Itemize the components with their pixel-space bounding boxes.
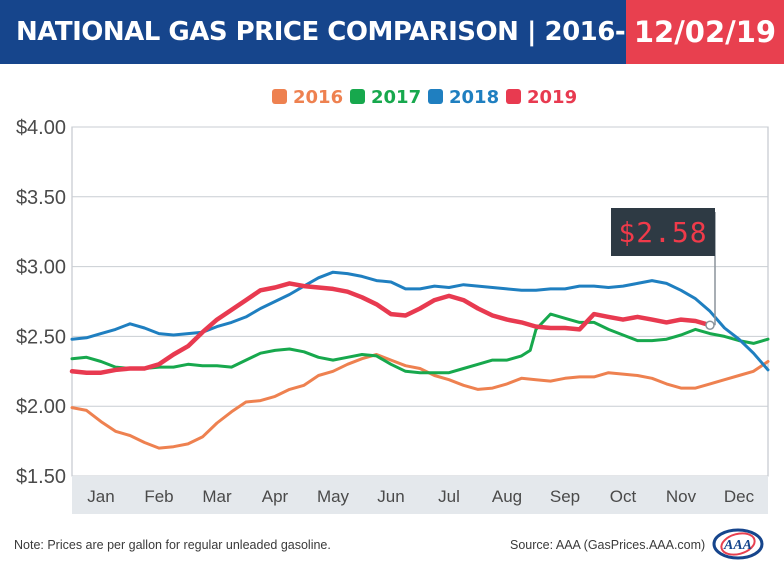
source-note: Source: AAA (GasPrices.AAA.com) bbox=[510, 538, 706, 552]
series-line-2016 bbox=[70, 353, 770, 450]
legend-swatch bbox=[506, 89, 521, 104]
x-tick-label: Sep bbox=[550, 487, 580, 506]
x-tick-label: Nov bbox=[666, 487, 697, 506]
x-tick-label: Apr bbox=[262, 487, 289, 506]
x-tick-label: Aug bbox=[492, 487, 522, 506]
y-tick-label: $2.00 bbox=[16, 396, 66, 418]
footnote: Note: Prices are per gallon for regular … bbox=[14, 538, 331, 552]
series-line-2018 bbox=[70, 270, 770, 372]
y-tick-label: $3.00 bbox=[16, 257, 66, 279]
plot-area bbox=[71, 126, 769, 477]
gas-price-chart: $1.50 $2.00 $2.50 $3.00 $3.50 $4.00 Jan Feb Mar A… bbox=[16, 87, 770, 514]
callout-value: $2.58 bbox=[618, 216, 707, 249]
y-tick-label: $2.50 bbox=[16, 326, 66, 348]
legend-swatch bbox=[272, 89, 287, 104]
x-tick-label: Oct bbox=[610, 487, 637, 506]
x-tick-label: Jun bbox=[377, 487, 404, 506]
x-tick-label: Mar bbox=[202, 487, 232, 506]
x-axis-band bbox=[72, 476, 768, 514]
y-tick-label: $3.50 bbox=[16, 187, 66, 209]
legend-label: 2016 bbox=[293, 87, 343, 108]
svg-text:AAA: AAA bbox=[723, 538, 752, 553]
y-tick-label: $4.00 bbox=[16, 117, 66, 139]
series-line-2017 bbox=[70, 312, 770, 375]
legend-label: 2018 bbox=[449, 87, 499, 108]
x-tick-label: Jul bbox=[438, 487, 460, 506]
header-banner: NATIONAL GAS PRICE COMPARISON | 2016-201… bbox=[0, 0, 784, 64]
callout-point bbox=[705, 320, 715, 330]
x-tick-label: Feb bbox=[144, 487, 173, 506]
series-line-2019 bbox=[69, 281, 713, 375]
callout-box bbox=[611, 208, 715, 256]
aaa-logo: AAA bbox=[712, 528, 764, 560]
legend-label: 2017 bbox=[371, 87, 421, 108]
chart-title: NATIONAL GAS PRICE COMPARISON | 2016-201… bbox=[0, 0, 696, 64]
legend-label: 2019 bbox=[527, 87, 577, 108]
legend-swatch bbox=[428, 89, 443, 104]
x-tick-label: Jan bbox=[87, 487, 114, 506]
y-tick-label: $1.50 bbox=[16, 466, 66, 488]
date-badge: 12/02/19 bbox=[626, 0, 784, 64]
x-tick-label: May bbox=[317, 487, 350, 506]
x-tick-label: Dec bbox=[724, 487, 755, 506]
legend-swatch bbox=[350, 89, 365, 104]
